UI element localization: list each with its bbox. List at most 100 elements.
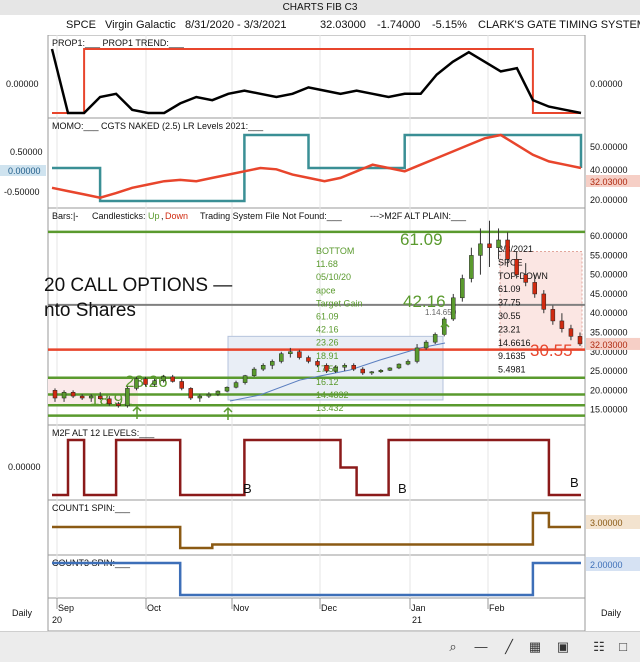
- arrow-marker: [223, 406, 233, 420]
- topdown-box-text: SPCE: [498, 257, 523, 267]
- candle-body: [297, 351, 302, 358]
- m2f-ytick: 0.00000: [8, 462, 41, 472]
- x-tick-label: Oct: [147, 603, 162, 613]
- momo-right-tick: 50.00000: [590, 142, 628, 152]
- price-ytick: 25.00000: [590, 366, 628, 376]
- momo-right-tick: 20.00000: [590, 195, 628, 205]
- candle-body: [432, 334, 438, 343]
- candle-body: [61, 391, 67, 399]
- candle-body: [378, 370, 384, 373]
- candle-body: [423, 341, 429, 349]
- bottom-box-text: 16.12: [316, 377, 339, 387]
- candle-body: [188, 388, 194, 399]
- candle-body: [224, 386, 230, 392]
- panel-title-m2f: M2F ALT 12 LEVELS:___: [52, 428, 155, 438]
- price-ytick: 50.00000: [590, 270, 628, 280]
- book-icon[interactable]: ☷: [593, 639, 605, 654]
- candle-body: [161, 376, 166, 381]
- candle-body: [279, 353, 284, 362]
- momo-right-tick: 40.00000: [590, 165, 628, 175]
- panel-frame: [47, 554, 586, 599]
- symbol-ticker: SPCE: [66, 19, 96, 31]
- arrow-marker: [440, 321, 450, 335]
- bottom-box-text: BOTTOM: [316, 246, 354, 256]
- candle-body: [351, 365, 356, 370]
- price-last-badge: [586, 337, 640, 350]
- bottom-box-text: 18.91: [316, 351, 339, 361]
- prop1-right-tick: 0.00000: [590, 79, 623, 89]
- window-icon[interactable]: □: [619, 639, 627, 654]
- topdown-box: [499, 251, 583, 351]
- candle-body: [342, 365, 347, 368]
- prop1-ytick: 0.00000: [6, 79, 39, 89]
- panel-frame: [47, 117, 586, 209]
- candle-body: [333, 366, 338, 372]
- last-price: 32.03000: [320, 19, 366, 31]
- candle-body: [469, 255, 474, 279]
- arrow-marker: [132, 405, 142, 419]
- chart-canvas[interactable]: PROP1:___ PROP1 TREND:___ 0.00000 0.00000 M…: [0, 35, 640, 631]
- candle-body: [125, 388, 130, 406]
- count3-badge: [586, 557, 640, 571]
- draw-line-icon[interactable]: ╱: [505, 639, 513, 654]
- candle-body: [414, 347, 420, 362]
- candle-body: [251, 368, 257, 376]
- candle-body: [98, 395, 103, 400]
- price-ytick: 15.00000: [590, 405, 628, 415]
- panel-frame: [47, 597, 586, 631]
- candle-body: [514, 259, 519, 275]
- candle-body: [460, 278, 465, 299]
- candle-body: [405, 361, 411, 365]
- panel-icon[interactable]: ▣: [556, 639, 570, 654]
- bottom-box-text: 13.432: [316, 403, 344, 413]
- candle-body: [288, 351, 293, 354]
- candle-body: [143, 378, 148, 385]
- grid-icon[interactable]: ▦: [528, 639, 542, 654]
- toolbar-footer: ⌕ — ╱ ▦ ▣ ☷ □: [0, 631, 640, 662]
- legend-bars: Bars:|-: [52, 211, 78, 221]
- panel-title-count1: COUNT1 SPIN:___: [52, 503, 131, 513]
- count1-badge: [586, 515, 640, 529]
- candle-body: [52, 390, 58, 399]
- candle-body: [369, 371, 375, 374]
- prop1-trend-line: [52, 48, 581, 114]
- legend-alt: --->M2F ALT PLAIN:___: [370, 211, 467, 221]
- momo-value-badge: [0, 165, 46, 176]
- legend-down: Down: [165, 211, 188, 221]
- dash-icon[interactable]: —: [474, 639, 488, 654]
- candle-body: [215, 390, 221, 395]
- topdown-box-text: 23.21: [498, 324, 521, 334]
- legend-up: Up: [148, 211, 160, 221]
- count1-value: 3.00000: [590, 518, 623, 528]
- symbol-info-bar: SPCE Virgin Galactic 8/31/2020 - 3/3/202…: [0, 15, 640, 35]
- bottom-box-text: 05/10/20: [316, 272, 351, 282]
- price-ytick: 55.00000: [590, 250, 628, 260]
- zoom-icon[interactable]: ⌕: [449, 639, 457, 654]
- topdown-box-text: 61.09: [498, 284, 521, 294]
- candle-body: [360, 368, 366, 374]
- overlay-text-line1: 20 CALL OPTIONS —: [44, 275, 232, 296]
- candle-body: [315, 361, 320, 366]
- bottom-box-text: 42.16: [316, 325, 339, 335]
- candle-body: [79, 395, 85, 399]
- topdown-box-text: 5.4981: [498, 365, 526, 375]
- date-range: 8/31/2020 - 3/3/2021: [185, 19, 287, 31]
- overlay-text-line2: nto Shares: [44, 300, 136, 321]
- bottom-box-text: Target Gain: [316, 298, 363, 308]
- count3-line: [52, 561, 581, 597]
- candle-body: [505, 239, 510, 260]
- bottom-box-text: 14.4832: [316, 390, 349, 400]
- footer-daily-left: Daily: [12, 608, 33, 618]
- candle-body: [116, 403, 121, 406]
- candle-body: [260, 365, 266, 370]
- candle-body: [197, 395, 203, 399]
- momo-ytick-zero: 0.00000: [8, 166, 41, 176]
- price-change-pct: -5.15%: [432, 19, 467, 31]
- year-label-21: 21: [412, 615, 422, 625]
- price-ytick: 35.00000: [590, 327, 628, 337]
- panel-title-prop1: PROP1:___ PROP1 TREND:___: [52, 38, 185, 48]
- candle-body: [541, 293, 547, 310]
- legend-trading: Trading System File Not Found:___: [200, 211, 343, 221]
- candle-body: [170, 376, 175, 382]
- bottom-region: [48, 376, 138, 406]
